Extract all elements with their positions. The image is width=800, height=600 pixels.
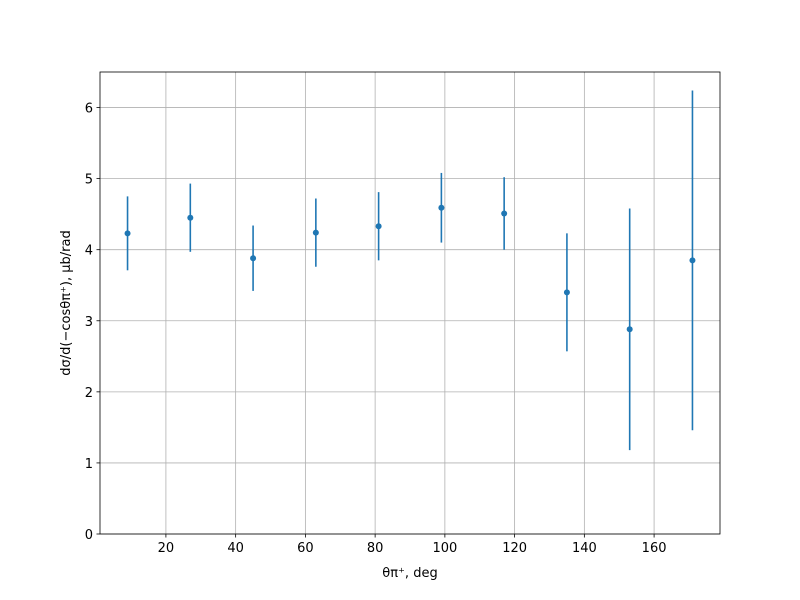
data-point bbox=[626, 326, 633, 333]
data-point bbox=[250, 255, 257, 262]
data-point bbox=[438, 204, 445, 211]
data-point bbox=[124, 230, 131, 237]
data-point bbox=[563, 289, 570, 296]
y-tick-label: 6 bbox=[85, 102, 93, 117]
x-axis-label: θπ⁺, deg bbox=[382, 566, 437, 581]
plot-frame bbox=[99, 71, 721, 535]
y-tick-label: 1 bbox=[85, 457, 93, 472]
y-tick-label: 3 bbox=[85, 315, 93, 330]
data-point bbox=[501, 210, 508, 217]
y-tick-label: 2 bbox=[85, 386, 93, 401]
y-tick-label: 0 bbox=[85, 528, 93, 543]
x-tick-label: 120 bbox=[502, 541, 527, 556]
x-tick-label: 140 bbox=[572, 541, 597, 556]
x-tick-label: 160 bbox=[642, 541, 667, 556]
data-point bbox=[312, 229, 319, 236]
x-tick-label: 20 bbox=[158, 541, 175, 556]
x-tick-label: 80 bbox=[367, 541, 384, 556]
y-axis-label: dσ/d(−cosθπ⁺), μb/rad bbox=[59, 230, 74, 375]
x-tick-label: 60 bbox=[297, 541, 314, 556]
y-tick-label: 4 bbox=[85, 244, 93, 259]
data-point bbox=[375, 223, 382, 230]
data-point bbox=[689, 257, 696, 264]
data-point bbox=[187, 214, 194, 221]
y-tick-label: 5 bbox=[85, 173, 93, 188]
x-tick-label: 40 bbox=[227, 541, 244, 556]
x-tick-label: 100 bbox=[432, 541, 457, 556]
